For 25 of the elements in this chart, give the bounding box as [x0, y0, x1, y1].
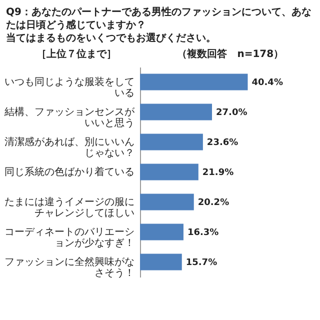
bar: [140, 224, 184, 240]
bar: [140, 164, 198, 180]
bar: [140, 74, 248, 90]
y-tick-label: 結構、ファッションセンスがいいと思う: [4, 106, 136, 129]
data-label: 20.2%: [198, 198, 230, 208]
data-label: 40.4%: [252, 78, 283, 88]
y-tick-label: いつも同じような服装をしている: [4, 76, 134, 99]
bar: [140, 104, 212, 120]
chart-subtitle: 当てはまるものをいくつでもお選びください。: [6, 32, 217, 45]
y-tick-label: たまには違うイメージの服にチャレンジしてほしい: [4, 196, 134, 219]
data-label: 21.9%: [202, 168, 234, 178]
y-tick-label: 同じ系統の色ばかり着ている: [4, 166, 134, 178]
y-tick-label: 清潔感があれば、別にいいんじゃない？: [4, 136, 134, 159]
chart-title: Q9：あなたのパートナーである男性のファッションについて、あなたは日頃どう感じていますか？: [6, 6, 312, 32]
text: ［上位７位まで］: [36, 48, 116, 61]
bar: [140, 254, 182, 270]
data-label: 23.6%: [206, 138, 238, 148]
y-tick-label: ファッションに全然興味がなさそう！: [4, 256, 134, 279]
y-tick-label: コーディネートのバリエーションが少なすぎ！: [4, 227, 134, 249]
bar: [140, 134, 203, 150]
data-label: 16.3%: [187, 228, 219, 238]
text: （複数回答 n=178）: [177, 48, 284, 61]
data-label: 15.7%: [186, 258, 218, 268]
data-label: 27.0%: [216, 108, 248, 118]
bar: [140, 194, 194, 210]
